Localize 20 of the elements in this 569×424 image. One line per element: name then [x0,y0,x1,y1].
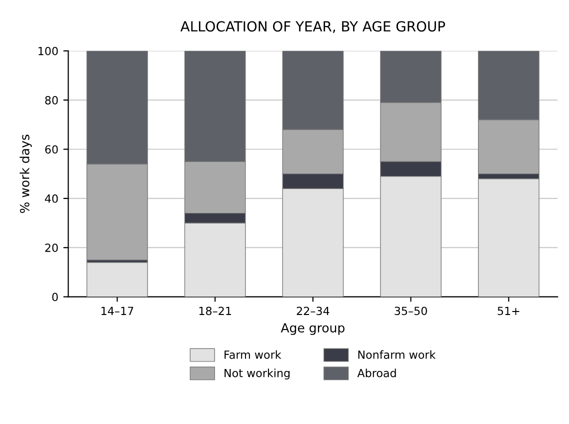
y-tick-label: 40 [44,194,58,203]
y-tick-label: 100 [38,46,58,56]
y-tick-label: 60 [45,145,58,154]
x-tick-label: 22–34 [296,306,330,316]
x-axis-title: Age group [280,323,344,335]
legend-label: Farm work [224,350,282,359]
x-tick-label: 35–50 [394,306,427,316]
legend-label: Not working [224,368,290,380]
x-tick-label: 18–21 [199,306,231,316]
y-axis-title: % work days [20,134,32,213]
x-tick-label: 51+ [498,306,520,316]
legend-label: Nonfarm work [358,350,436,359]
y-tick-label: 80 [45,96,58,104]
bar [86,262,148,297]
y-tick-label: 0 [52,292,58,302]
x-tick-label: 14–17 [102,306,134,315]
bar [478,178,540,297]
y-tick-label: 20 [45,244,58,252]
legend-label: Abroad [357,368,396,378]
chart-title: ALLOCATION OF YEAR, BY AGE GROUP [180,21,446,34]
